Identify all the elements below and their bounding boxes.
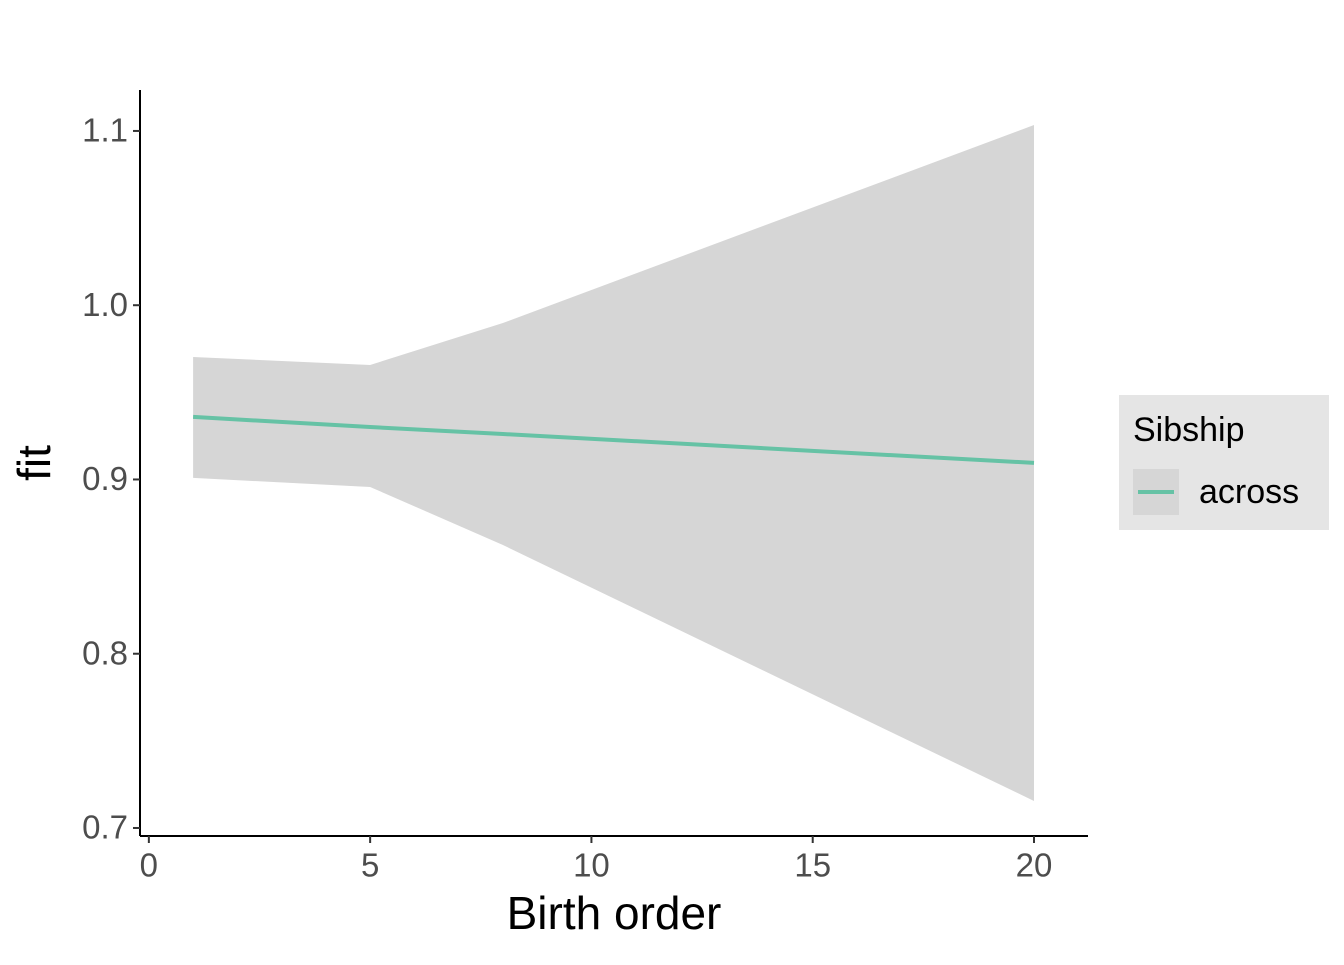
legend-title: Sibship bbox=[1133, 411, 1245, 449]
y-tick-label: 0.8 bbox=[82, 634, 128, 671]
y-tick-label: 0.9 bbox=[82, 460, 128, 497]
y-tick-label: 1.0 bbox=[82, 286, 128, 323]
x-axis-title: Birth order bbox=[507, 887, 722, 939]
x-tick-label: 5 bbox=[361, 847, 379, 884]
y-tick-label: 1.1 bbox=[82, 112, 128, 149]
x-tick-label: 0 bbox=[140, 847, 158, 884]
fit-line bbox=[192, 414, 1035, 465]
y-axis-title: fit bbox=[8, 445, 60, 481]
confidence-ribbon bbox=[193, 125, 1035, 801]
legend-label: across bbox=[1199, 473, 1299, 511]
x-tick-label: 20 bbox=[1016, 847, 1053, 884]
y-tick-label: 0.7 bbox=[82, 809, 128, 846]
x-tick-label: 15 bbox=[794, 847, 831, 884]
x-tick-label: 10 bbox=[573, 847, 610, 884]
